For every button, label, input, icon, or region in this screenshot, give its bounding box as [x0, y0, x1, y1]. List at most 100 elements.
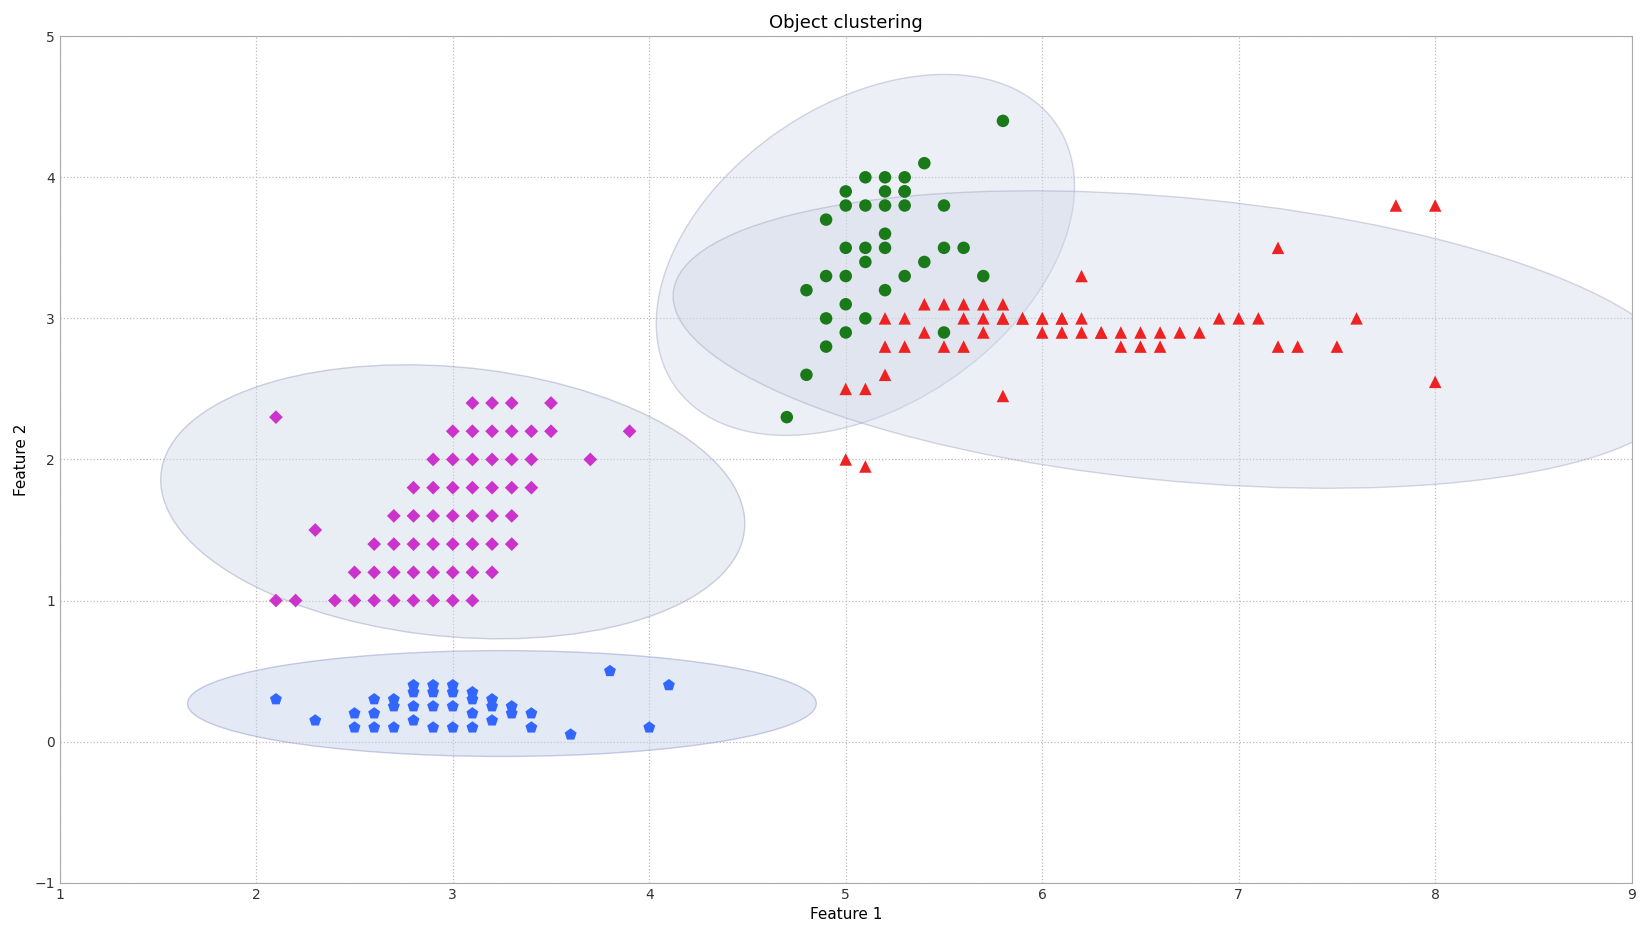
Point: [361, 692, 388, 707]
Point: [617, 424, 644, 439]
Point: [891, 183, 917, 198]
Point: [459, 396, 485, 411]
Point: [1010, 311, 1036, 326]
Y-axis label: Feature 2: Feature 2: [13, 423, 30, 496]
Point: [478, 713, 505, 728]
Point: [1226, 311, 1252, 326]
Point: [419, 536, 446, 551]
Point: [498, 536, 525, 551]
Point: [439, 593, 465, 608]
Point: [419, 593, 446, 608]
Point: [871, 241, 898, 256]
Point: [478, 508, 505, 523]
Point: [419, 699, 446, 714]
Point: [478, 699, 505, 714]
Point: [990, 311, 1016, 326]
Point: [262, 593, 289, 608]
Point: [459, 706, 485, 721]
Point: [459, 536, 485, 551]
Point: [931, 297, 957, 312]
Point: [1206, 311, 1233, 326]
Point: [911, 325, 937, 340]
Point: [1167, 325, 1193, 340]
Point: [871, 198, 898, 213]
Point: [970, 269, 997, 284]
Point: [538, 424, 564, 439]
Point: [518, 706, 544, 721]
Point: [342, 720, 368, 735]
Point: [794, 367, 820, 382]
Point: [833, 297, 860, 312]
Point: [891, 311, 917, 326]
Point: [1107, 325, 1134, 340]
Point: [1266, 241, 1292, 256]
Point: [871, 339, 898, 354]
Point: [851, 198, 878, 213]
Point: [459, 480, 485, 495]
Point: [518, 424, 544, 439]
Point: [381, 692, 408, 707]
Point: [538, 396, 564, 411]
Point: [833, 452, 860, 467]
Point: [342, 593, 368, 608]
Point: [970, 297, 997, 312]
Point: [439, 685, 465, 700]
Point: [381, 536, 408, 551]
Point: [419, 480, 446, 495]
Point: [361, 706, 388, 721]
Point: [381, 564, 408, 579]
Point: [1266, 339, 1292, 354]
Point: [381, 720, 408, 735]
Point: [1010, 311, 1036, 326]
Point: [498, 396, 525, 411]
Point: [851, 255, 878, 270]
Point: [459, 452, 485, 467]
Point: [931, 241, 957, 256]
Point: [833, 198, 860, 213]
Point: [578, 452, 604, 467]
Point: [1147, 339, 1173, 354]
Point: [833, 183, 860, 198]
Point: [401, 713, 427, 728]
Point: [635, 720, 662, 735]
Point: [1068, 311, 1094, 326]
Point: [478, 564, 505, 579]
Point: [931, 325, 957, 340]
Point: [401, 699, 427, 714]
Point: [970, 311, 997, 326]
Point: [361, 720, 388, 735]
Point: [990, 388, 1016, 403]
Point: [361, 593, 388, 608]
Point: [950, 297, 977, 312]
Point: [911, 255, 937, 270]
Point: [990, 311, 1016, 326]
Point: [478, 396, 505, 411]
Point: [518, 480, 544, 495]
Point: [478, 536, 505, 551]
Point: [833, 325, 860, 340]
Point: [990, 113, 1016, 128]
Point: [518, 452, 544, 467]
Point: [1107, 339, 1134, 354]
Point: [1323, 339, 1350, 354]
Point: [871, 183, 898, 198]
Point: [459, 508, 485, 523]
Point: [833, 382, 860, 397]
Point: [911, 155, 937, 170]
Title: Object clustering: Object clustering: [769, 14, 922, 32]
Point: [419, 720, 446, 735]
Point: [891, 339, 917, 354]
Point: [950, 339, 977, 354]
Point: [361, 536, 388, 551]
Point: [419, 564, 446, 579]
Point: [891, 183, 917, 198]
Point: [478, 424, 505, 439]
Point: [851, 459, 878, 474]
Point: [439, 699, 465, 714]
Point: [401, 685, 427, 700]
Point: [381, 508, 408, 523]
Point: [401, 678, 427, 693]
Point: [401, 480, 427, 495]
Point: [851, 382, 878, 397]
Point: [871, 367, 898, 382]
